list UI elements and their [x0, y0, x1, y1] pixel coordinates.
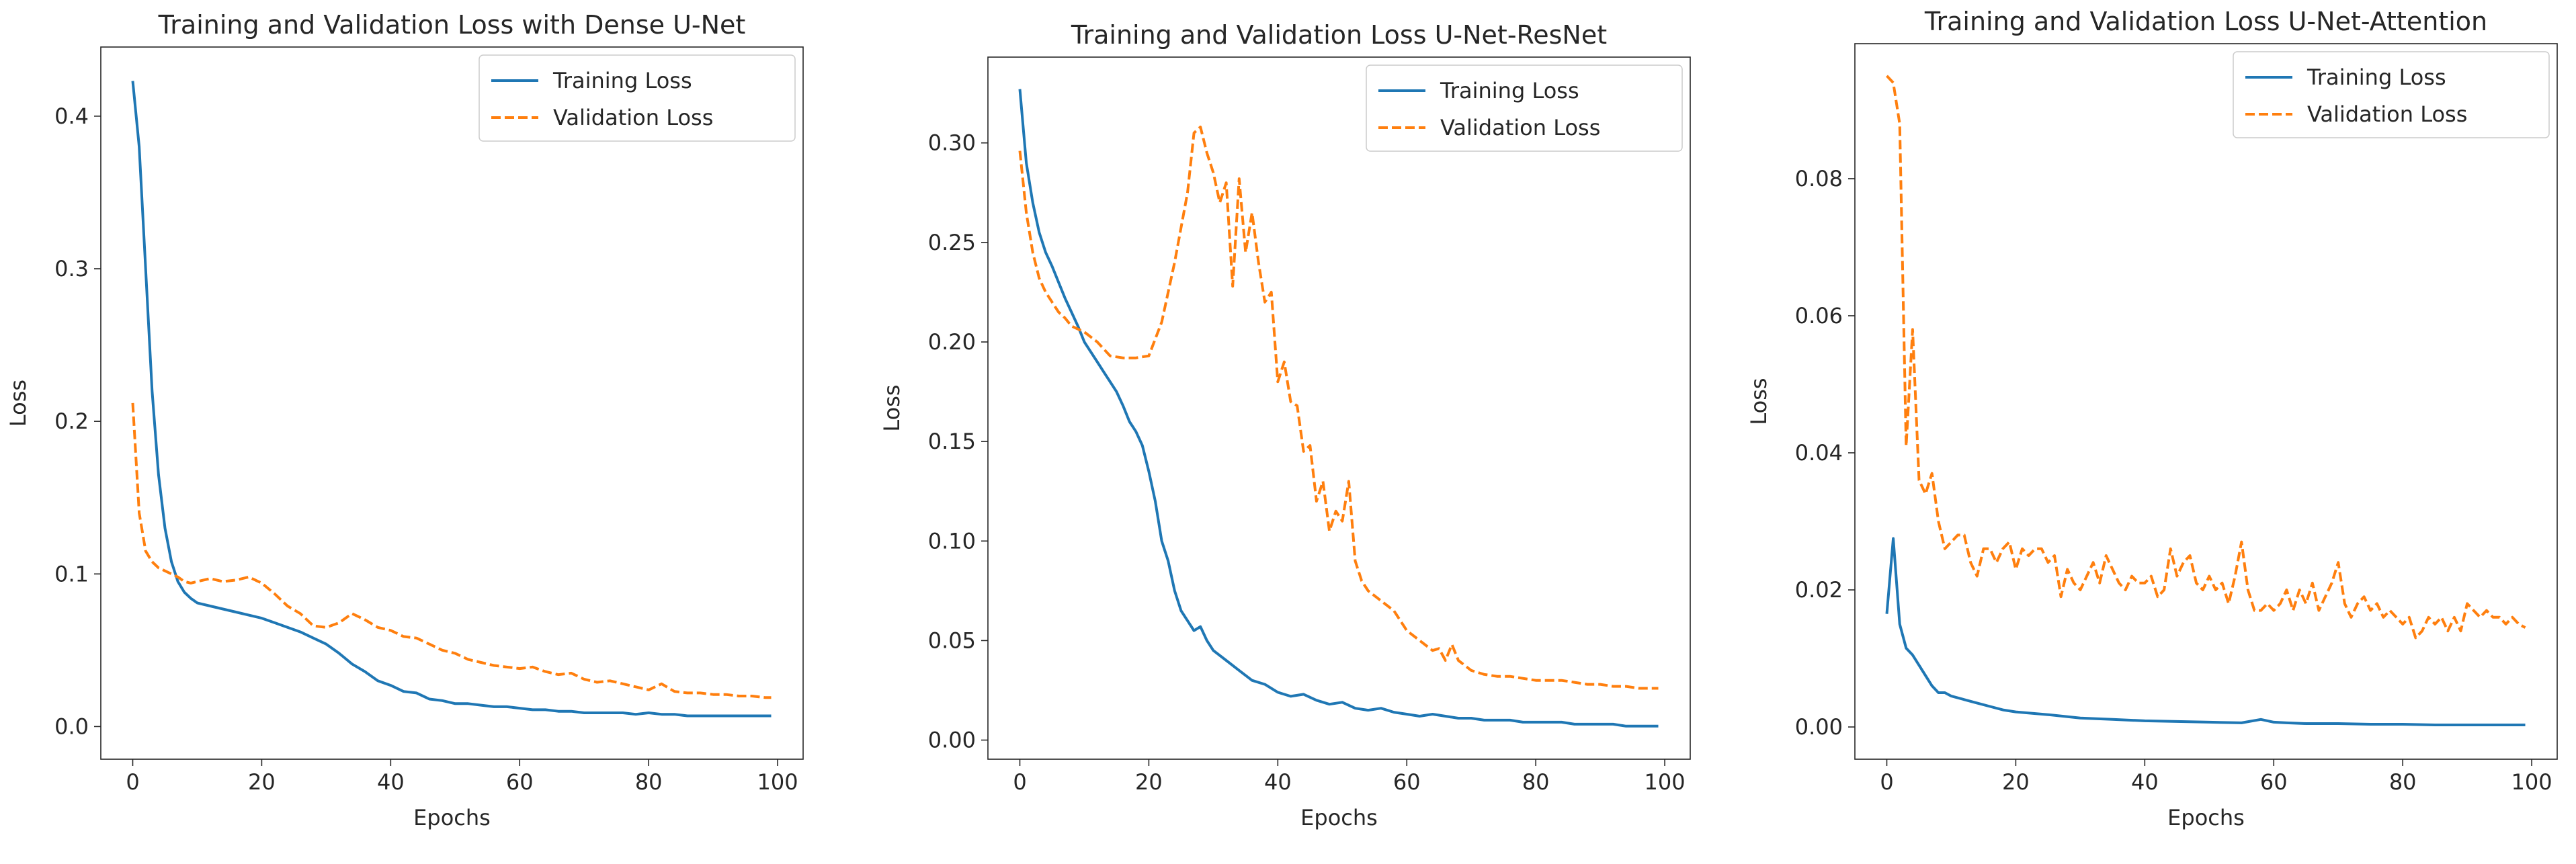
x-tick-label: 60 — [506, 769, 534, 795]
series-line-validation-loss — [131, 402, 772, 699]
x-axis-label: Epochs — [1300, 805, 1378, 830]
x-tick-label: 100 — [757, 769, 798, 795]
series-line-validation-loss — [1018, 126, 1659, 690]
y-tick-label: 0.10 — [928, 528, 976, 554]
x-axis-label: Epochs — [2167, 805, 2245, 830]
x-tick-label: 20 — [2002, 769, 2030, 795]
y-axis-label: Loss — [1746, 378, 1772, 425]
y-axis-label: Loss — [5, 380, 31, 427]
x-tick-label: 40 — [1264, 769, 1292, 795]
chart-dense-unet: Training and Validation Loss with Dense … — [5, 10, 804, 830]
y-tick-label: 0.1 — [54, 561, 89, 587]
legend-label: Training Loss — [2307, 64, 2446, 90]
x-tick-label: 0 — [1013, 769, 1026, 795]
x-tick-label: 20 — [1135, 769, 1163, 795]
y-tick-label: 0.4 — [54, 103, 89, 129]
y-tick-label: 0.02 — [1795, 577, 1843, 603]
y-tick-label: 0.2 — [54, 408, 89, 434]
y-tick-label: 0.00 — [928, 728, 976, 753]
chart-title: Training and Validation Loss U-Net-ResNe… — [1071, 20, 1607, 50]
plot-frame — [1854, 43, 2558, 760]
legend: Training Loss Validation Loss — [479, 54, 796, 142]
x-tick-label: 60 — [1393, 769, 1421, 795]
series-line-training-loss — [1885, 537, 2526, 726]
legend-label: Validation Loss — [2307, 101, 2467, 127]
legend-box — [1366, 64, 1683, 152]
series-line-training-loss — [1018, 89, 1659, 728]
x-tick-label: 80 — [1522, 769, 1550, 795]
legend: Training Loss Validation Loss — [1366, 64, 1683, 152]
x-tick-label: 60 — [2260, 769, 2288, 795]
chart-unet-resnet: Training and Validation Loss U-Net-ResNe… — [879, 20, 1691, 830]
chart-unet-attention: Training and Validation Loss U-Net-Atten… — [1746, 7, 2558, 830]
chart-title: Training and Validation Loss U-Net-Atten… — [1924, 7, 2487, 36]
legend-label: Validation Loss — [553, 105, 713, 130]
y-tick-label: 0.15 — [928, 429, 976, 454]
y-tick-label: 0.30 — [928, 130, 976, 156]
x-tick-label: 80 — [635, 769, 663, 795]
y-tick-label: 0.25 — [928, 230, 976, 255]
legend: Training Loss Validation Loss — [2233, 51, 2550, 138]
x-axis-label: Epochs — [413, 805, 491, 830]
x-tick-label: 80 — [2389, 769, 2417, 795]
y-tick-label: 0.20 — [928, 329, 976, 355]
x-tick-label: 40 — [2131, 769, 2159, 795]
x-tick-label: 40 — [377, 769, 405, 795]
y-tick-label: 0.3 — [54, 256, 89, 282]
x-tick-label: 100 — [1645, 769, 1686, 795]
plot-frame — [100, 46, 804, 760]
plot-frame — [987, 56, 1691, 760]
series-line-validation-loss — [1886, 75, 2526, 640]
y-tick-label: 0.0 — [54, 714, 89, 739]
legend-label: Validation Loss — [1440, 115, 1600, 140]
y-tick-label: 0.05 — [928, 628, 976, 653]
series-line-training-loss — [131, 81, 772, 718]
y-tick-label: 0.04 — [1795, 440, 1843, 466]
x-tick-label: 0 — [1880, 769, 1893, 795]
y-tick-label: 0.06 — [1795, 303, 1843, 329]
legend-box — [479, 54, 796, 142]
legend-label: Training Loss — [552, 68, 692, 93]
chart-title: Training and Validation Loss with Dense … — [158, 10, 746, 40]
y-tick-label: 0.08 — [1795, 166, 1843, 191]
legend-label: Training Loss — [1440, 78, 1579, 103]
legend-box — [2233, 51, 2550, 138]
y-axis-label: Loss — [879, 384, 905, 431]
x-tick-label: 100 — [2511, 769, 2552, 795]
y-tick-label: 0.00 — [1795, 714, 1843, 740]
x-tick-label: 0 — [126, 769, 139, 795]
x-tick-label: 20 — [248, 769, 276, 795]
